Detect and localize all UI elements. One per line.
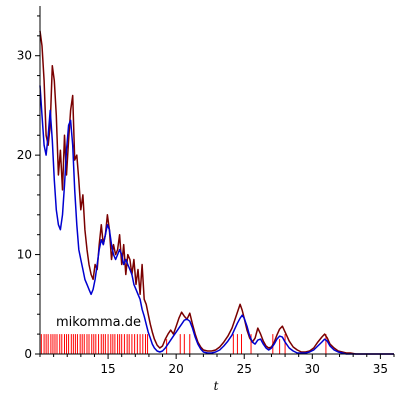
axis-ticks: 15 20 25 30 35 0 10 20 30 [17,15,395,376]
x-tick-label: 35 [373,362,388,376]
x-axis-label: t [214,379,219,393]
y-tick-label: 0 [24,347,32,361]
series-line-1 [39,30,394,355]
x-tick-label: 30 [305,362,320,376]
x-tick-label: 20 [169,362,184,376]
x-tick-label: 15 [100,362,115,376]
watermark-text: mikomma.de [56,315,141,330]
line-series-group [39,30,394,355]
y-tick-label: 30 [17,49,32,63]
series-line-2 [39,85,394,355]
spike-series [40,334,327,354]
y-tick-label: 20 [17,148,32,162]
x-tick-label: 25 [237,362,252,376]
y-tick-label: 10 [17,248,32,262]
